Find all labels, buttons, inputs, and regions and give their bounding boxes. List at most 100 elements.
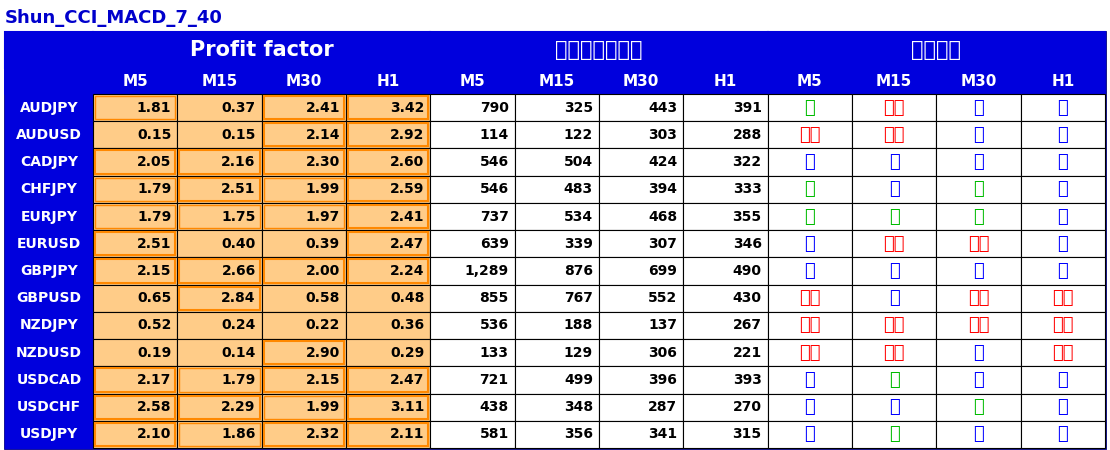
Bar — [684, 94, 768, 121]
Text: 2.05: 2.05 — [137, 155, 171, 169]
Bar — [599, 148, 684, 176]
Bar — [1021, 176, 1104, 203]
Text: 287: 287 — [648, 400, 677, 414]
Bar — [768, 230, 852, 257]
Bar — [346, 230, 431, 257]
Text: USDJPY: USDJPY — [20, 428, 78, 441]
Bar — [852, 366, 937, 394]
Text: 優: 優 — [973, 126, 983, 144]
Text: M15: M15 — [538, 73, 575, 89]
Bar — [262, 394, 346, 421]
Text: 536: 536 — [480, 319, 508, 333]
Bar — [178, 312, 262, 339]
Bar — [768, 176, 852, 203]
Bar — [346, 148, 431, 176]
Bar — [852, 257, 937, 284]
Text: 339: 339 — [564, 237, 593, 251]
Text: 315: 315 — [733, 428, 761, 441]
Bar — [431, 148, 515, 176]
Bar — [515, 68, 599, 94]
Text: 325: 325 — [564, 101, 593, 115]
Text: 0.22: 0.22 — [305, 319, 340, 333]
Bar — [599, 203, 684, 230]
Bar — [180, 205, 260, 228]
Text: 不可: 不可 — [968, 316, 989, 334]
Bar — [515, 339, 599, 366]
Text: CHFJPY: CHFJPY — [21, 182, 78, 196]
Text: 0.29: 0.29 — [390, 346, 424, 360]
Text: 2.30: 2.30 — [305, 155, 340, 169]
Text: 0.52: 0.52 — [137, 319, 171, 333]
Bar — [349, 423, 428, 446]
Text: 1,289: 1,289 — [465, 264, 508, 278]
Text: 430: 430 — [733, 291, 761, 305]
Text: 790: 790 — [480, 101, 508, 115]
Bar — [684, 339, 768, 366]
Bar — [264, 368, 344, 392]
Bar — [431, 203, 515, 230]
Text: 306: 306 — [648, 346, 677, 360]
Text: 424: 424 — [648, 155, 677, 169]
Bar — [264, 96, 344, 119]
Text: 優: 優 — [1058, 262, 1068, 280]
Text: H1: H1 — [376, 73, 400, 89]
Bar — [599, 176, 684, 203]
Text: 2.92: 2.92 — [390, 128, 424, 142]
Text: 0.24: 0.24 — [221, 319, 255, 333]
Text: Profit factor: Profit factor — [190, 40, 333, 60]
Text: GBPUSD: GBPUSD — [17, 291, 81, 305]
Text: M30: M30 — [623, 73, 659, 89]
Bar — [599, 312, 684, 339]
Bar — [262, 94, 346, 121]
Text: 288: 288 — [733, 128, 761, 142]
Bar — [937, 68, 1021, 94]
Bar — [262, 121, 346, 148]
Bar — [93, 366, 178, 394]
Bar — [262, 312, 346, 339]
Text: 483: 483 — [564, 182, 593, 196]
Text: M5: M5 — [460, 73, 485, 89]
Bar — [768, 94, 852, 121]
Bar — [852, 148, 937, 176]
Bar — [684, 121, 768, 148]
Text: 546: 546 — [480, 182, 508, 196]
Text: 優: 優 — [973, 371, 983, 389]
Text: 1.75: 1.75 — [221, 210, 255, 224]
Text: 490: 490 — [733, 264, 761, 278]
Bar — [599, 121, 684, 148]
Bar — [178, 230, 262, 257]
Text: 良: 良 — [973, 180, 983, 198]
Text: 不可: 不可 — [968, 289, 989, 307]
Bar — [684, 394, 768, 421]
Text: 2.15: 2.15 — [305, 373, 340, 387]
Text: 良: 良 — [805, 180, 815, 198]
Bar — [346, 257, 431, 284]
Text: 581: 581 — [480, 428, 508, 441]
Bar — [178, 366, 262, 394]
Bar — [599, 230, 684, 257]
Text: 1.79: 1.79 — [137, 182, 171, 196]
Bar — [264, 178, 344, 201]
Text: Shun_CCI_MACD_7_40: Shun_CCI_MACD_7_40 — [6, 9, 223, 27]
Bar — [93, 94, 178, 121]
Text: 2.00: 2.00 — [305, 264, 340, 278]
Bar — [6, 68, 93, 94]
Bar — [6, 257, 93, 284]
Bar — [937, 257, 1021, 284]
Text: 優: 優 — [1058, 207, 1068, 225]
Bar — [264, 423, 344, 446]
Text: 188: 188 — [564, 319, 593, 333]
Text: 不可: 不可 — [884, 344, 905, 362]
Bar — [768, 312, 852, 339]
Text: 1.81: 1.81 — [137, 101, 171, 115]
Bar — [95, 259, 175, 283]
Text: 356: 356 — [564, 428, 593, 441]
Text: 876: 876 — [564, 264, 593, 278]
Text: 267: 267 — [733, 319, 761, 333]
Bar — [1021, 121, 1104, 148]
Bar — [346, 68, 431, 94]
Text: 303: 303 — [648, 128, 677, 142]
Text: 不可: 不可 — [884, 235, 905, 253]
Bar — [768, 421, 852, 448]
Bar — [515, 176, 599, 203]
